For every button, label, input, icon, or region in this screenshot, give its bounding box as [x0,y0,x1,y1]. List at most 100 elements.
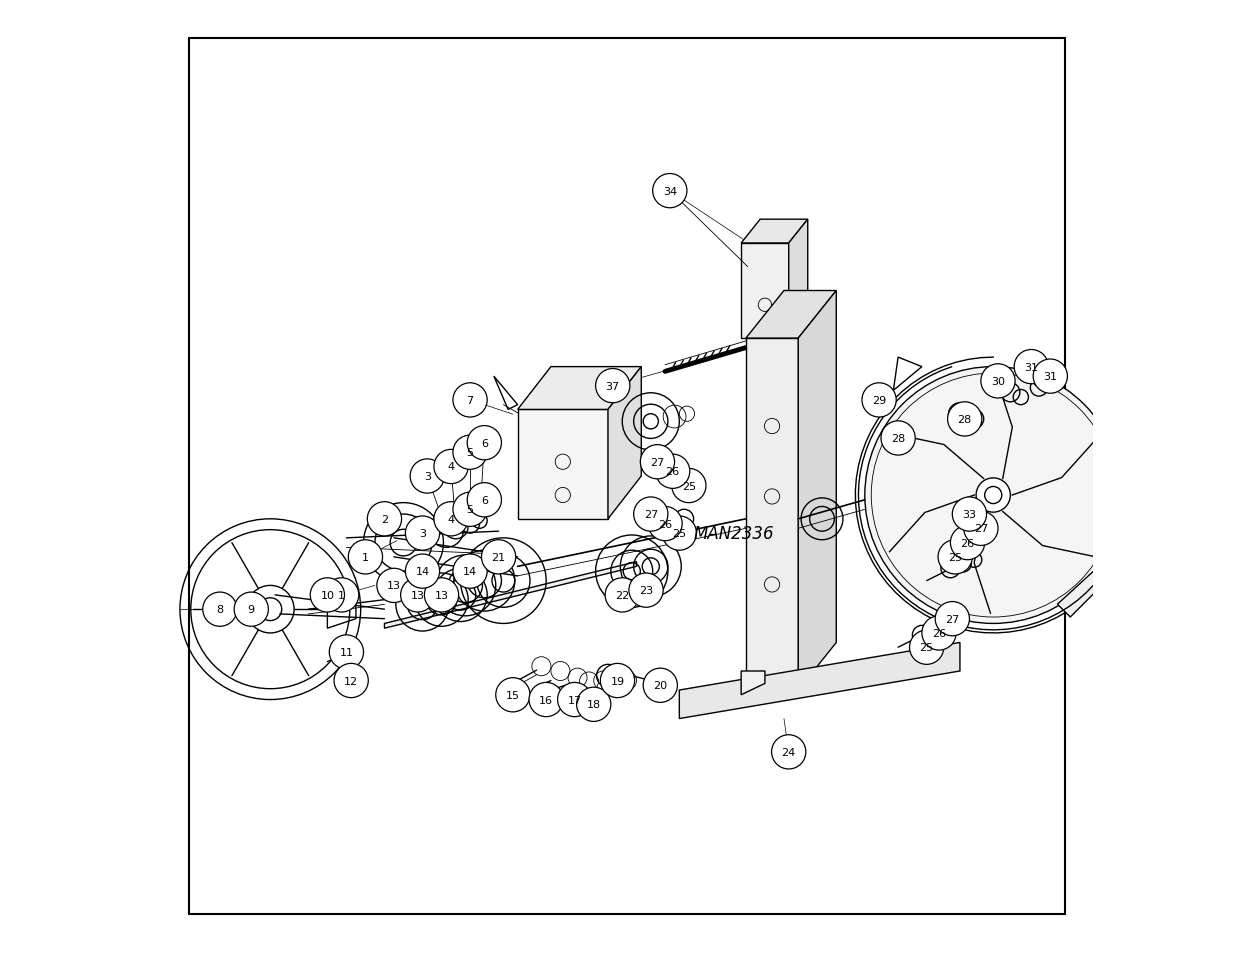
Circle shape [557,682,592,717]
Circle shape [1014,350,1049,384]
Text: 21: 21 [492,553,505,562]
Text: 28: 28 [890,434,905,443]
Circle shape [433,502,468,537]
Text: 10: 10 [320,590,335,600]
Text: 3: 3 [419,529,426,538]
Circle shape [939,540,972,575]
Circle shape [325,578,359,613]
Circle shape [605,578,640,613]
Text: 22: 22 [615,590,630,600]
Text: 12: 12 [345,676,358,686]
Polygon shape [746,338,798,690]
Circle shape [947,402,982,436]
Text: 4: 4 [447,515,454,524]
Circle shape [976,478,1010,513]
Text: 28: 28 [957,415,972,424]
Text: 30: 30 [990,376,1005,387]
Text: 26: 26 [666,467,679,476]
Text: 25: 25 [682,481,695,491]
Circle shape [864,367,1121,624]
Circle shape [425,578,458,613]
Circle shape [577,687,611,721]
Circle shape [400,578,435,613]
Text: 26: 26 [961,538,974,548]
Text: 3: 3 [424,472,431,481]
Circle shape [652,174,687,209]
Text: 17: 17 [568,695,582,705]
Polygon shape [798,292,836,690]
Circle shape [348,540,383,575]
Circle shape [495,678,530,712]
Polygon shape [746,292,836,338]
Circle shape [634,497,668,532]
Circle shape [482,540,516,575]
Text: 4: 4 [447,462,454,472]
Circle shape [963,512,998,546]
Circle shape [643,668,678,702]
Circle shape [405,555,440,589]
Text: 37: 37 [605,381,620,392]
Text: 9: 9 [248,604,254,615]
Text: 33: 33 [962,510,977,519]
Circle shape [881,421,915,456]
Circle shape [330,636,363,669]
Circle shape [453,555,487,589]
Text: 1: 1 [362,553,369,562]
Circle shape [453,383,487,417]
Text: 24: 24 [782,747,795,757]
Polygon shape [741,671,764,695]
Text: 1: 1 [338,590,345,600]
Text: 25: 25 [948,553,962,562]
Text: 19: 19 [610,676,625,686]
Text: 14: 14 [415,566,430,577]
Circle shape [772,735,806,769]
Text: 13: 13 [387,580,401,591]
Circle shape [203,593,237,627]
Circle shape [310,578,345,613]
Polygon shape [517,367,641,410]
Circle shape [453,493,487,527]
Circle shape [410,459,445,494]
Circle shape [333,663,368,698]
Text: 7: 7 [467,395,474,405]
Text: 2: 2 [380,515,388,524]
Text: 26: 26 [658,519,672,529]
Circle shape [1034,359,1067,394]
Circle shape [600,663,635,698]
Circle shape [453,436,487,470]
Circle shape [909,631,944,664]
Text: 23: 23 [638,585,653,596]
Circle shape [629,574,663,608]
Circle shape [921,617,956,650]
Polygon shape [384,562,636,629]
Text: 20: 20 [653,680,667,691]
Polygon shape [679,642,960,719]
Text: 18: 18 [587,700,600,710]
Text: 14: 14 [463,566,477,577]
Text: 15: 15 [506,690,520,700]
Polygon shape [608,367,641,519]
Text: 34: 34 [663,187,677,196]
Circle shape [935,602,969,637]
Circle shape [672,469,706,503]
Text: 27: 27 [945,614,960,624]
Text: 13: 13 [411,590,425,600]
Polygon shape [1057,534,1141,618]
Circle shape [862,383,897,417]
Circle shape [367,502,401,537]
Circle shape [467,483,501,517]
Text: 25: 25 [920,642,934,653]
Circle shape [433,450,468,484]
Text: 16: 16 [540,695,553,705]
Text: MAN2336: MAN2336 [693,524,774,542]
Text: 27: 27 [973,524,988,534]
Circle shape [405,517,440,551]
Circle shape [377,569,411,603]
Text: 31: 31 [1044,372,1057,382]
Polygon shape [741,244,789,338]
Circle shape [952,497,987,532]
Circle shape [648,507,682,541]
Circle shape [467,426,501,460]
Circle shape [951,526,984,560]
Text: 11: 11 [340,647,353,658]
